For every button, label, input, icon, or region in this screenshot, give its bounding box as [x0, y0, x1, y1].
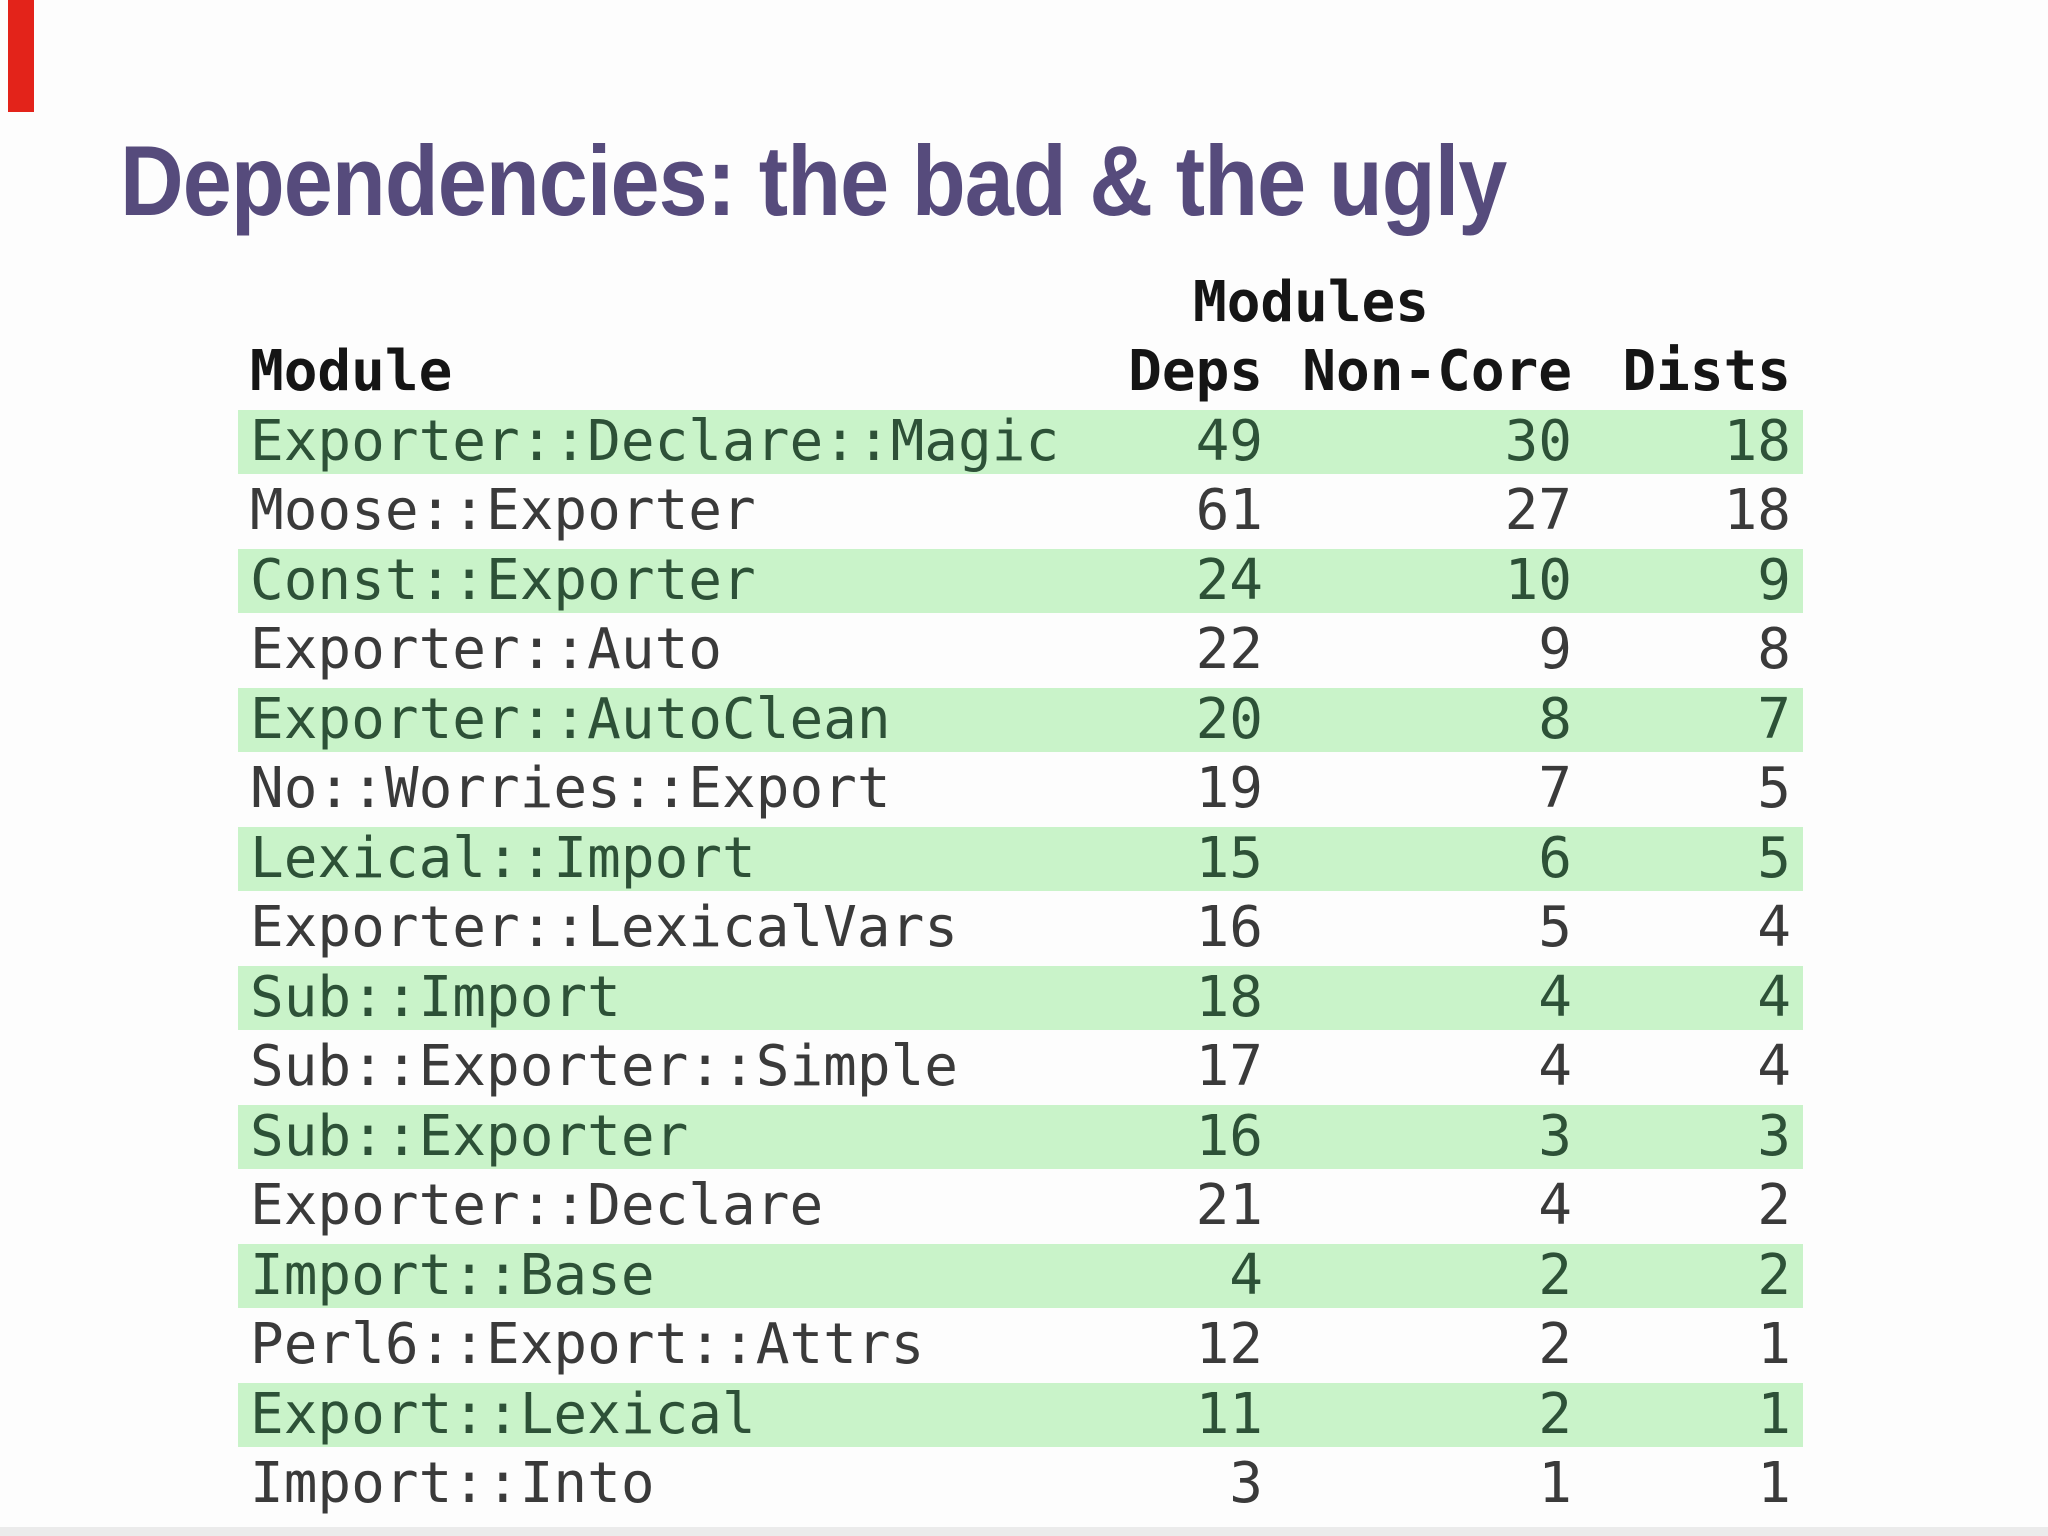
module-cell: Sub::Import — [250, 964, 621, 1030]
dists-cell: 9 — [1757, 547, 1791, 613]
deps-cell: 16 — [1195, 1103, 1263, 1169]
dists-cell: 5 — [1757, 825, 1791, 891]
deps-cell: 20 — [1195, 686, 1263, 752]
non-core-cell: 2 — [1538, 1381, 1572, 1447]
non-core-cell: 27 — [1504, 478, 1572, 544]
module-cell: No::Worries::Export — [250, 756, 891, 822]
module-cell: Export::Lexical — [250, 1381, 756, 1447]
deps-cell: 17 — [1195, 1034, 1263, 1100]
deps-cell: 16 — [1195, 895, 1263, 961]
dists-cell: 18 — [1723, 478, 1791, 544]
table-row: Exporter::Auto 22 9 8 — [238, 616, 1803, 686]
non-core-cell: 2 — [1538, 1242, 1572, 1308]
module-cell: Sub::Exporter::Simple — [250, 1034, 959, 1100]
deps-cell: 12 — [1195, 1312, 1263, 1378]
dists-cell: 3 — [1757, 1103, 1791, 1169]
non-core-cell: 3 — [1538, 1103, 1572, 1169]
non-core-cell: 6 — [1538, 825, 1572, 891]
table-row: Const::Exporter 24 10 9 — [238, 546, 1803, 616]
table-group-header-row: Modules — [238, 268, 1803, 338]
non-core-cell: 7 — [1538, 756, 1572, 822]
module-cell: Import::Base — [250, 1242, 655, 1308]
module-cell: Exporter::AutoClean — [250, 686, 891, 752]
table-row: No::Worries::Export 19 7 5 — [238, 755, 1803, 825]
deps-cell: 11 — [1195, 1381, 1263, 1447]
module-cell: Exporter::LexicalVars — [250, 895, 959, 961]
table-row: Exporter::Declare::Magic 49 30 18 — [238, 407, 1803, 477]
table-row: Export::Lexical 11 2 1 — [238, 1380, 1803, 1450]
table-row: Moose::Exporter 61 27 18 — [238, 477, 1803, 547]
dists-cell: 1 — [1757, 1451, 1791, 1517]
table-row: Lexical::Import 15 6 5 — [238, 824, 1803, 894]
module-cell: Lexical::Import — [250, 825, 756, 891]
column-header-non-core: Non-Core — [1302, 339, 1572, 405]
module-cell: Const::Exporter — [250, 547, 756, 613]
dists-cell: 1 — [1757, 1312, 1791, 1378]
deps-cell: 19 — [1195, 756, 1263, 822]
non-core-cell: 4 — [1538, 1034, 1572, 1100]
non-core-cell: 30 — [1504, 408, 1572, 474]
table-row: Sub::Exporter::Simple 17 4 4 — [238, 1033, 1803, 1103]
table-row: Exporter::Declare 21 4 2 — [238, 1172, 1803, 1242]
deps-cell: 3 — [1229, 1451, 1263, 1517]
deps-cell: 4 — [1229, 1242, 1263, 1308]
non-core-cell: 8 — [1538, 686, 1572, 752]
non-core-cell: 4 — [1538, 964, 1572, 1030]
table-header-row: Module Deps Non-Core Dists — [238, 338, 1803, 408]
non-core-cell: 1 — [1538, 1451, 1572, 1517]
deps-cell: 61 — [1195, 478, 1263, 544]
table-row: Exporter::LexicalVars 16 5 4 — [238, 894, 1803, 964]
dependency-table: Modules Module Deps Non-Core Dists Expor… — [238, 268, 1803, 1519]
dists-cell: 2 — [1757, 1242, 1791, 1308]
non-core-cell: 4 — [1538, 1173, 1572, 1239]
dists-cell: 7 — [1757, 686, 1791, 752]
table-row: Sub::Import 18 4 4 — [238, 963, 1803, 1033]
deps-cell: 49 — [1195, 408, 1263, 474]
dists-cell: 4 — [1757, 964, 1791, 1030]
dists-cell: 4 — [1757, 895, 1791, 961]
dists-cell: 8 — [1757, 617, 1791, 683]
table-row: Import::Into 3 1 1 — [238, 1450, 1803, 1520]
module-cell: Exporter::Auto — [250, 617, 723, 683]
table-body: Exporter::Declare::Magic 49 30 18 Moose:… — [238, 407, 1803, 1519]
column-header-module: Module — [250, 339, 453, 405]
non-core-cell: 9 — [1538, 617, 1572, 683]
slide-title: Dependencies: the bad & the ugly — [120, 125, 1507, 236]
module-cell: Moose::Exporter — [250, 478, 756, 544]
dists-cell: 4 — [1757, 1034, 1791, 1100]
dists-cell: 5 — [1757, 756, 1791, 822]
module-cell: Sub::Exporter — [250, 1103, 689, 1169]
table-row: Import::Base 4 2 2 — [238, 1241, 1803, 1311]
non-core-cell: 10 — [1504, 547, 1572, 613]
column-header-dists: Dists — [1622, 339, 1791, 405]
deps-cell: 22 — [1195, 617, 1263, 683]
deps-cell: 18 — [1195, 964, 1263, 1030]
dists-cell: 18 — [1723, 408, 1791, 474]
column-header-deps: Deps — [1128, 339, 1263, 405]
module-cell: Exporter::Declare — [250, 1173, 824, 1239]
table-row: Exporter::AutoClean 20 8 7 — [238, 685, 1803, 755]
dists-cell: 1 — [1757, 1381, 1791, 1447]
non-core-cell: 5 — [1538, 895, 1572, 961]
group-header-modules: Modules — [1192, 269, 1429, 335]
deps-cell: 24 — [1195, 547, 1263, 613]
table-row: Sub::Exporter 16 3 3 — [238, 1102, 1803, 1172]
deps-cell: 21 — [1195, 1173, 1263, 1239]
module-cell: Exporter::Declare::Magic — [250, 408, 1060, 474]
table-row: Perl6::Export::Attrs 12 2 1 — [238, 1311, 1803, 1381]
module-cell: Import::Into — [250, 1451, 655, 1517]
bottom-edge-strip — [0, 1527, 2048, 1536]
corner-marker-bar — [8, 0, 34, 112]
module-cell: Perl6::Export::Attrs — [250, 1312, 925, 1378]
dists-cell: 2 — [1757, 1173, 1791, 1239]
non-core-cell: 2 — [1538, 1312, 1572, 1378]
deps-cell: 15 — [1195, 825, 1263, 891]
